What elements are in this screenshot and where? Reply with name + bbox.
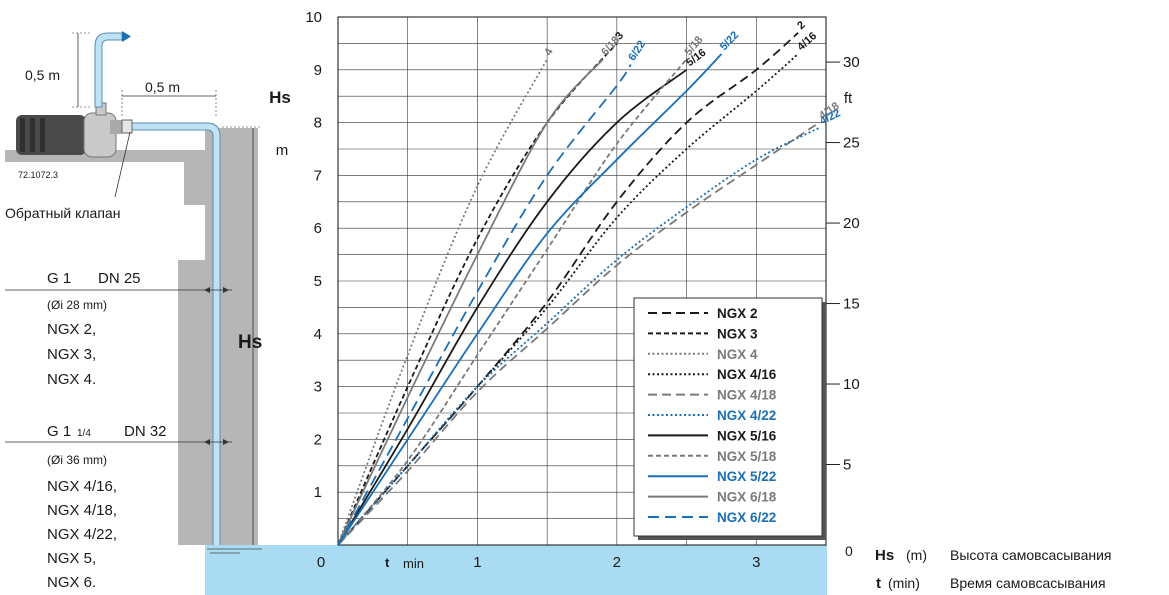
legend-label: NGX 2	[717, 306, 758, 321]
series-line-6-18	[337, 58, 604, 546]
y-axis-unit-m: m	[276, 142, 289, 159]
x-tick-label: 3	[752, 554, 760, 571]
series-end-label: 4	[542, 46, 556, 58]
y-tick-label: 6	[314, 220, 322, 237]
pipe-spec-1-thread: G 1	[47, 270, 71, 287]
series-line-5-18	[337, 58, 688, 546]
legend-label: NGX 5/22	[717, 469, 776, 484]
footer-origin-right: 0	[845, 543, 853, 559]
footer-hs-unit: (m)	[906, 547, 927, 563]
vertical-pipe-dimension: 0,5 m	[25, 67, 60, 83]
pipe-spec-1-diameter: (Øi 28 mm)	[47, 298, 107, 312]
y2-tick-label: 5	[843, 457, 851, 474]
series-line-2	[337, 32, 799, 546]
pipe-spec-1-model: NGX 4.	[47, 371, 96, 388]
y2-tick-label: 25	[843, 135, 860, 152]
footer-legend: 0 Hs (m) Высота самовсасывания t (min) В…	[845, 543, 1112, 592]
legend-label: NGX 4/16	[717, 367, 777, 382]
series-end-label: 2	[795, 19, 808, 32]
pipe-spec-1-dn: DN 25	[98, 270, 141, 287]
discharge-pipe	[94, 32, 123, 108]
water-strip	[295, 545, 827, 595]
hs-dimension-label: Hs	[238, 332, 262, 353]
pump-code: 72.1072.3	[18, 170, 58, 180]
pipe-spec-2-dn: DN 32	[124, 423, 167, 440]
pipe-spec-2-model: NGX 4/22,	[47, 526, 117, 543]
chart-grid	[337, 16, 827, 546]
x-axis-label-t: t	[385, 555, 390, 570]
y-tick-label: 9	[314, 62, 322, 79]
check-valve	[121, 119, 133, 134]
y-tick-label: 8	[314, 115, 322, 132]
y-tick-label: 3	[314, 379, 322, 396]
y2-tick-label: 30	[843, 54, 860, 71]
footer-hs-desc: Высота самовсасывания	[950, 547, 1112, 563]
footer-t-desc: Время самовсасывания	[950, 575, 1106, 591]
horizontal-pipe-dimension: 0,5 m	[145, 79, 180, 95]
ground-wall	[5, 128, 258, 545]
water-left	[205, 545, 295, 595]
pipe-spec-2-model: NGX 6.	[47, 574, 96, 591]
legend-label: NGX 6/18	[717, 490, 777, 505]
y-tick-label: 7	[314, 167, 322, 184]
legend-label: NGX 5/16	[717, 428, 777, 443]
origin-label: 0	[317, 554, 325, 571]
footer-t-symbol: t	[876, 575, 881, 592]
pipe-spec-2-marker	[204, 439, 229, 445]
pipe-spec-1-marker	[204, 287, 229, 293]
series-line-5-22	[337, 53, 723, 546]
pipe-spec-2-diameter: (Øi 36 mm)	[47, 453, 107, 467]
legend-label: NGX 6/22	[717, 510, 776, 525]
x-tick-label: 1	[473, 554, 481, 571]
y2-tick-label: 15	[843, 296, 860, 313]
footer-hs-symbol: Hs	[875, 547, 894, 564]
legend-label: NGX 3	[717, 326, 758, 341]
y-tick-label: 2	[314, 431, 322, 448]
x-tick-label: 2	[613, 554, 621, 571]
legend-label: NGX 4/22	[717, 408, 776, 423]
x-axis-unit-min: min	[403, 556, 424, 571]
pump-illustration	[16, 102, 122, 158]
series-line-4-22	[337, 127, 820, 546]
series-line-5-16	[337, 69, 688, 546]
chart-legend: NGX 2 NGX 3 NGX 4 NGX 4/16 NGX 4/18 NGX 4/22 N…	[633, 297, 826, 540]
series-line-4	[337, 58, 548, 546]
installation-diagram: 0,5 m 0,5 m 72.1072.3 Обратный клапан Hs…	[5, 31, 295, 595]
check-valve-label: Обратный клапан	[5, 205, 120, 221]
y-tick-label: 10	[305, 9, 322, 26]
series-end-label: 5/22	[718, 29, 741, 53]
y-tick-label: 1	[314, 484, 322, 501]
footer-t-unit: (min)	[888, 575, 920, 591]
y2-tick-label: 10	[843, 376, 860, 393]
flow-arrow-out-icon	[122, 31, 131, 42]
check-valve-leader	[114, 131, 131, 198]
y-tick-label: 5	[314, 273, 322, 290]
pipe-spec-1-model: NGX 3,	[47, 346, 96, 363]
legend-label: NGX 5/18	[717, 449, 777, 464]
y-axis-label-hs: Hs	[269, 88, 291, 107]
y2-tick-label: 20	[843, 215, 860, 232]
chart-series	[337, 32, 820, 546]
pipe-spec-1-model: NGX 2,	[47, 321, 96, 338]
series-end-label: 6/22	[626, 39, 648, 63]
y2-axis-unit-ft: ft	[844, 90, 853, 107]
legend-label: NGX 4/18	[717, 388, 777, 403]
plot-frame	[337, 16, 827, 546]
y-tick-label: 4	[314, 326, 322, 343]
series-line-6-22	[337, 64, 632, 546]
series-end-label: 4/16	[795, 30, 819, 53]
series-line-4-18	[337, 121, 820, 546]
pipe-spec-2-model: NGX 4/18,	[47, 502, 117, 519]
pipe-spec-2-model: NGX 5,	[47, 550, 96, 567]
legend-label: NGX 4	[717, 347, 758, 362]
pipe-spec-2-thread: G 1	[47, 423, 71, 440]
pipe-spec-2-model: NGX 4/16,	[47, 478, 117, 495]
pipe-spec-2-thread-fraction: 1/4	[77, 428, 91, 439]
